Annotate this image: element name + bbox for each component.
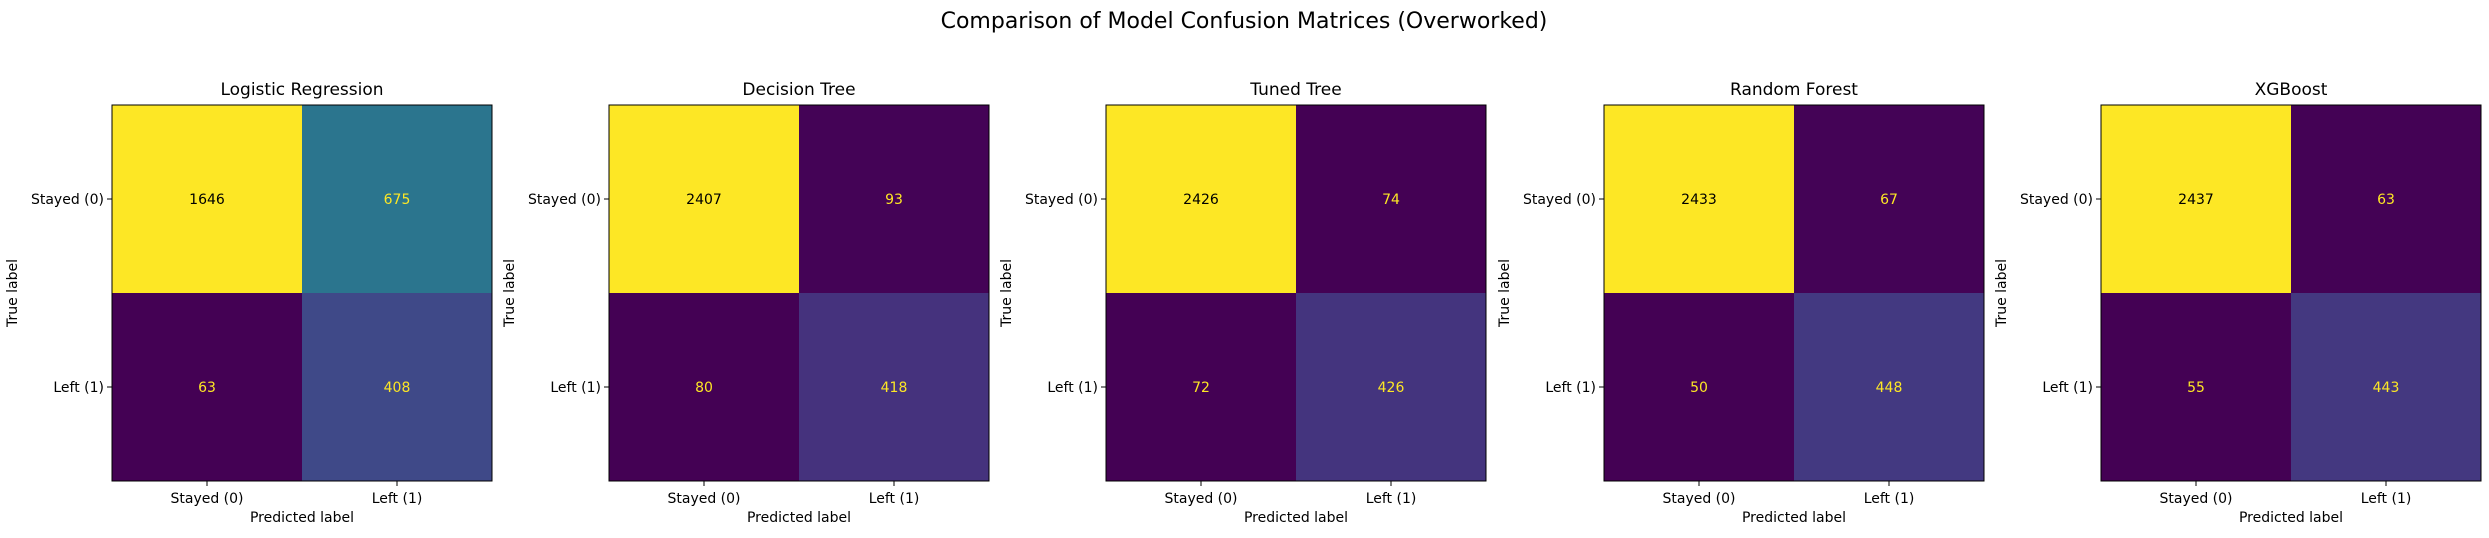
matrix-cell	[112, 293, 302, 481]
matrix-cell	[302, 105, 492, 293]
matrix-cell	[1106, 293, 1296, 481]
y-tick-label: Stayed (0)	[2020, 192, 2093, 208]
confusion-matrix-panels: Logistic Regression 1646 675 63 408 Stayed (0…	[5, 80, 2482, 526]
axes-frame	[1603, 104, 1985, 482]
x-axis-label: Predicted label	[747, 510, 851, 526]
y-axis-label: True label	[502, 259, 518, 328]
matrix-cell	[1794, 293, 1984, 481]
matrix-cell	[609, 293, 799, 481]
matrix-cell	[1604, 105, 1794, 293]
x-tick-label: Stayed (0)	[1164, 491, 1237, 507]
x-tick-label: Stayed (0)	[2159, 491, 2232, 507]
y-tick-label: Left (1)	[2042, 380, 2093, 396]
matrix-cell	[1296, 293, 1486, 481]
y-axis-label: True label	[1497, 259, 1513, 328]
matrix-cell	[2101, 105, 2291, 293]
cell-value-label: 1646	[189, 192, 225, 208]
y-tick-label: Stayed (0)	[1025, 192, 1098, 208]
x-tick-label: Stayed (0)	[667, 491, 740, 507]
axes-frame	[2100, 104, 2482, 482]
figure-title: Comparison of Model Confusion Matrices (…	[941, 9, 1548, 34]
x-tick-label: Stayed (0)	[170, 491, 243, 507]
panel-title: Logistic Regression	[220, 80, 383, 100]
cell-value-label: 55	[2187, 380, 2205, 396]
panel-title: Random Forest	[1730, 80, 1858, 100]
y-tick-label: Left (1)	[1545, 380, 1596, 396]
x-axis-label: Predicted label	[250, 510, 354, 526]
cell-value-label: 2437	[2178, 192, 2214, 208]
matrix-cell	[2291, 105, 2481, 293]
panel-title: XGBoost	[2255, 80, 2328, 100]
matrix-cell	[609, 105, 799, 293]
cell-value-label: 443	[2373, 380, 2400, 396]
matrix-panel-1: Logistic Regression 1646 675 63 408 Stayed (0…	[5, 80, 493, 526]
matrix-cell	[1106, 105, 1296, 293]
matrix-panel-5: XGBoost 2437 63 55 443 Stayed (0) Left (1) Stay…	[1994, 80, 2482, 526]
cell-value-label: 67	[1880, 192, 1898, 208]
x-axis-label: Predicted label	[1244, 510, 1348, 526]
cell-value-label: 2433	[1681, 192, 1717, 208]
y-tick-label: Stayed (0)	[528, 192, 601, 208]
cell-value-label: 80	[695, 380, 713, 396]
panel-title: Decision Tree	[742, 80, 855, 100]
cell-value-label: 418	[881, 380, 908, 396]
matrix-cell	[1794, 105, 1984, 293]
cell-value-label: 72	[1192, 380, 1210, 396]
cell-value-label: 63	[198, 380, 216, 396]
x-tick-label: Left (1)	[2361, 491, 2412, 507]
y-axis-label: True label	[999, 259, 1015, 328]
cell-value-label: 448	[1876, 380, 1903, 396]
cell-value-label: 74	[1382, 192, 1400, 208]
matrix-cell	[2291, 293, 2481, 481]
y-tick-label: Stayed (0)	[31, 192, 104, 208]
axes-frame	[1105, 104, 1487, 482]
cell-value-label: 2407	[686, 192, 722, 208]
matrix-panel-4: Random Forest 2433 67 50 448 Stayed (0) Left (…	[1497, 80, 1985, 526]
cell-value-label: 426	[1378, 380, 1405, 396]
matrix-cell	[112, 105, 302, 293]
matrix-panel-3: Tuned Tree 2426 74 72 426 Stayed (0) Left (1) S…	[999, 80, 1487, 526]
x-tick-label: Left (1)	[869, 491, 920, 507]
cell-value-label: 408	[384, 380, 411, 396]
matrix-cell	[1604, 293, 1794, 481]
y-axis-label: True label	[5, 259, 21, 328]
x-tick-label: Left (1)	[372, 491, 423, 507]
matrix-cell	[1296, 105, 1486, 293]
y-axis-label: True label	[1994, 259, 2010, 328]
y-tick-label: Left (1)	[1047, 380, 1098, 396]
x-tick-label: Left (1)	[1366, 491, 1417, 507]
matrix-panel-2: Decision Tree 2407 93 80 418 Stayed (0) Left (…	[502, 80, 990, 526]
matrix-cell	[302, 293, 492, 481]
cell-value-label: 675	[384, 192, 411, 208]
x-axis-label: Predicted label	[2239, 510, 2343, 526]
y-tick-label: Left (1)	[53, 380, 104, 396]
cell-value-label: 63	[2377, 192, 2395, 208]
matrix-cell	[2101, 293, 2291, 481]
cell-value-label: 50	[1690, 380, 1708, 396]
x-tick-label: Left (1)	[1864, 491, 1915, 507]
axes-frame	[111, 104, 493, 482]
matrix-cell	[799, 293, 989, 481]
cell-value-label: 2426	[1183, 192, 1219, 208]
axes-frame	[608, 104, 990, 482]
x-tick-label: Stayed (0)	[1662, 491, 1735, 507]
x-axis-label: Predicted label	[1742, 510, 1846, 526]
cell-value-label: 93	[885, 192, 903, 208]
panel-title: Tuned Tree	[1249, 80, 1341, 100]
y-tick-label: Left (1)	[550, 380, 601, 396]
y-tick-label: Stayed (0)	[1523, 192, 1596, 208]
matrix-cell	[799, 105, 989, 293]
